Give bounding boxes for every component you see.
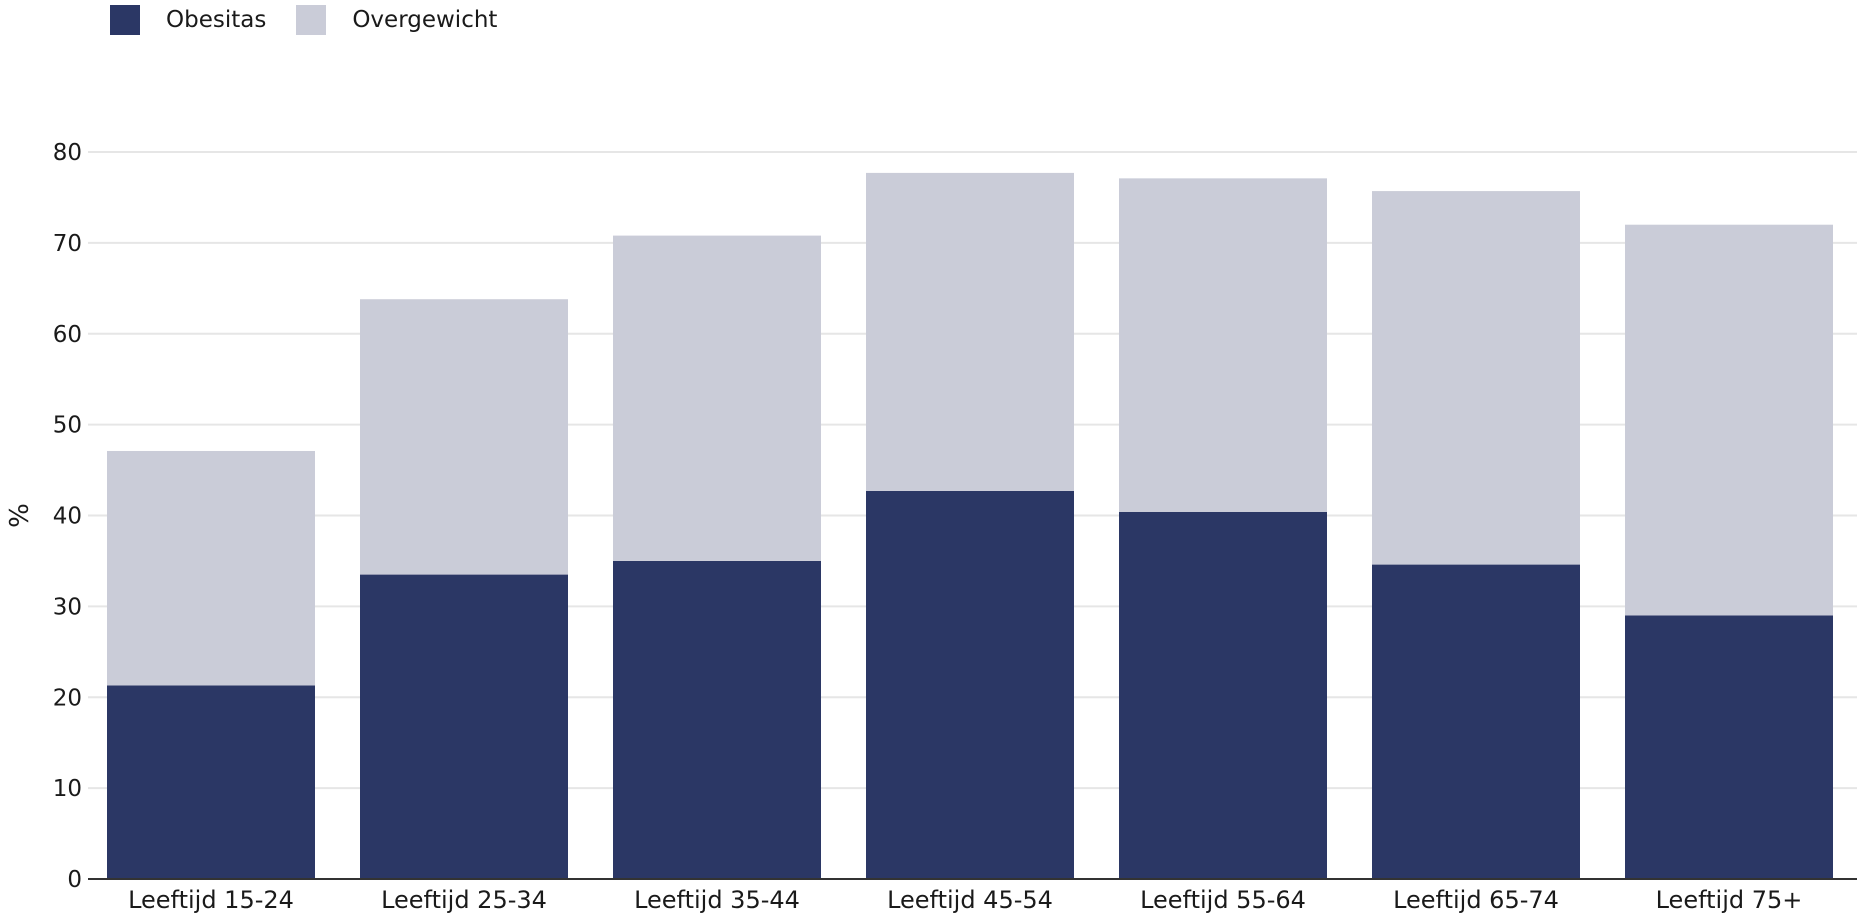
x-tick-label: Leeftijd 55-64 <box>1140 886 1306 914</box>
y-tick-label: 40 <box>53 504 82 530</box>
x-tick-label: Leeftijd 25-34 <box>381 886 547 914</box>
y-tick-label: 60 <box>53 322 82 348</box>
y-tick-label: 0 <box>67 867 82 893</box>
x-tick-label: Leeftijd 65-74 <box>1393 886 1559 914</box>
legend: Obesitas Overgewicht <box>110 5 527 35</box>
legend-swatch-obesitas <box>110 5 140 35</box>
bar-obesitas-5[interactable] <box>1119 511 1327 879</box>
bar-obesitas-6[interactable] <box>1372 564 1580 879</box>
bar-overgewicht-4[interactable] <box>866 172 1074 491</box>
x-tick-label: Leeftijd 45-54 <box>887 886 1053 914</box>
bar-obesitas-1[interactable] <box>107 685 315 879</box>
bar-obesitas-2[interactable] <box>360 574 568 879</box>
y-tick-label: 50 <box>53 413 82 439</box>
bar-obesitas-7[interactable] <box>1625 615 1833 879</box>
y-tick-label: 10 <box>53 776 82 802</box>
bar-overgewicht-2[interactable] <box>360 299 568 575</box>
legend-item-overgewicht[interactable]: Overgewicht <box>296 5 497 35</box>
legend-item-obesitas[interactable]: Obesitas <box>110 5 266 35</box>
legend-label-overgewicht: Overgewicht <box>352 7 498 33</box>
bar-overgewicht-1[interactable] <box>107 450 315 686</box>
bar-overgewicht-3[interactable] <box>613 235 821 561</box>
x-tick-label: Leeftijd 35-44 <box>634 886 800 914</box>
y-tick-label: 30 <box>53 594 82 620</box>
bar-overgewicht-7[interactable] <box>1625 224 1833 616</box>
y-tick-label: 20 <box>53 685 82 711</box>
x-tick-label: Leeftijd 15-24 <box>128 886 294 914</box>
bar-overgewicht-5[interactable] <box>1119 178 1327 512</box>
legend-swatch-overgewicht <box>296 5 327 35</box>
x-tick-label: Leeftijd 75+ <box>1656 886 1803 914</box>
bar-overgewicht-6[interactable] <box>1372 191 1580 565</box>
y-axis-label: % <box>5 503 35 528</box>
legend-label-obesitas: Obesitas <box>166 7 267 33</box>
bar-obesitas-4[interactable] <box>866 490 1074 879</box>
y-tick-label: 70 <box>53 231 82 257</box>
y-tick-label: 80 <box>53 140 82 166</box>
bar-obesitas-3[interactable] <box>613 560 821 879</box>
